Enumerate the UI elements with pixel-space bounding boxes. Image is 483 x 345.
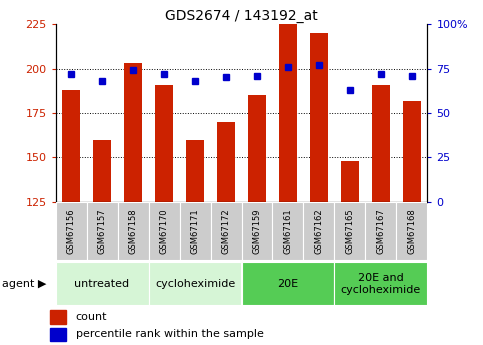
Text: GSM67162: GSM67162 [314,208,324,254]
Bar [341,161,359,202]
Text: GSM67161: GSM67161 [284,208,293,254]
Text: 20E: 20E [277,279,298,289]
Bar [50,310,66,324]
Bar [56,202,86,260]
Text: 20E and
cycloheximide: 20E and cycloheximide [341,273,421,295]
Bar [155,85,173,202]
Bar [303,202,334,260]
Text: GSM67156: GSM67156 [67,208,75,254]
Bar [180,202,211,260]
Text: GDS2674 / 143192_at: GDS2674 / 143192_at [165,9,318,23]
Bar [248,95,266,202]
Text: agent ▶: agent ▶ [2,279,47,289]
Bar [50,328,66,341]
Text: GSM67172: GSM67172 [222,208,230,254]
Bar [56,262,149,305]
Text: GSM67157: GSM67157 [98,208,107,254]
Bar [217,122,235,202]
Text: percentile rank within the sample: percentile rank within the sample [76,329,264,339]
Bar [334,262,427,305]
Bar [242,262,334,305]
Bar [124,63,142,202]
Bar [242,202,272,260]
Text: GSM67170: GSM67170 [159,208,169,254]
Text: GSM67171: GSM67171 [190,208,199,254]
Bar [149,202,180,260]
Text: GSM67167: GSM67167 [376,208,385,254]
Text: untreated: untreated [74,279,129,289]
Text: cycloheximide: cycloheximide [155,279,235,289]
Text: GSM67165: GSM67165 [345,208,355,254]
Text: count: count [76,312,107,322]
Bar [93,140,112,202]
Text: GSM67158: GSM67158 [128,208,138,254]
Bar [62,90,80,202]
Bar [334,202,366,260]
Text: GSM67159: GSM67159 [253,208,261,254]
Bar [366,202,397,260]
Bar [279,24,297,202]
Bar [86,202,117,260]
Bar [372,85,390,202]
Bar [310,33,328,202]
Bar [403,100,421,202]
Bar [397,202,427,260]
Bar [272,202,303,260]
Bar [211,202,242,260]
Bar [186,140,204,202]
Bar [117,202,149,260]
Text: GSM67168: GSM67168 [408,208,416,254]
Bar [149,262,242,305]
